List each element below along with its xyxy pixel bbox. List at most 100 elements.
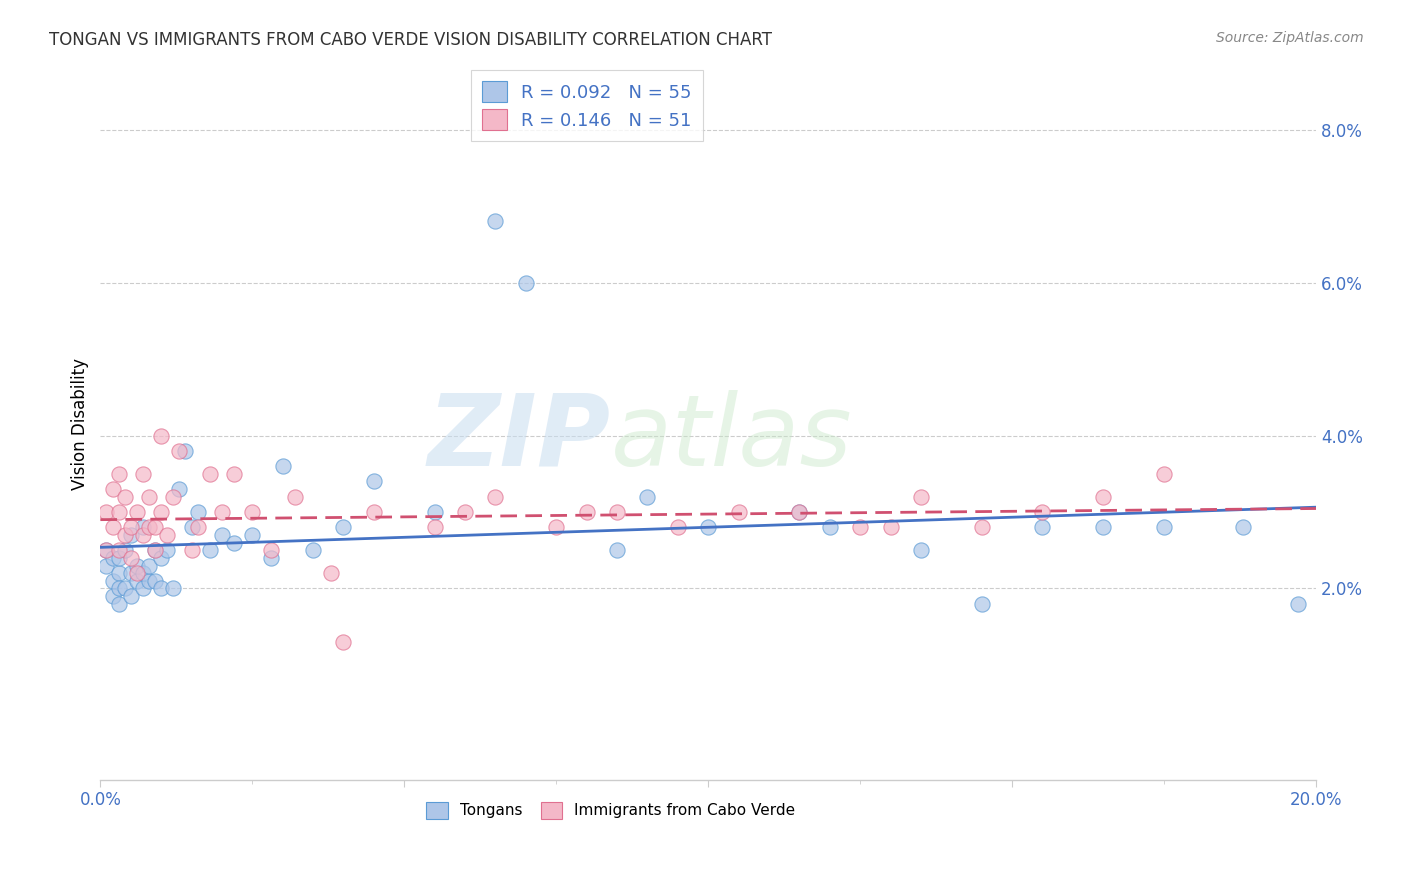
Point — [849, 520, 872, 534]
Point — [910, 490, 932, 504]
Point — [222, 535, 245, 549]
Point — [150, 582, 173, 596]
Point — [169, 443, 191, 458]
Point — [125, 566, 148, 581]
Point — [970, 520, 993, 534]
Point — [138, 490, 160, 504]
Point — [120, 520, 142, 534]
Point — [1031, 520, 1053, 534]
Point — [132, 467, 155, 481]
Point — [150, 505, 173, 519]
Point — [138, 558, 160, 573]
Point — [107, 550, 129, 565]
Point — [546, 520, 568, 534]
Point — [132, 566, 155, 581]
Point — [107, 566, 129, 581]
Legend: Tongans, Immigrants from Cabo Verde: Tongans, Immigrants from Cabo Verde — [420, 796, 801, 825]
Point — [363, 475, 385, 489]
Point — [162, 490, 184, 504]
Point — [180, 543, 202, 558]
Point — [332, 635, 354, 649]
Point — [454, 505, 477, 519]
Point — [1286, 597, 1309, 611]
Point — [1153, 520, 1175, 534]
Point — [143, 520, 166, 534]
Point — [125, 505, 148, 519]
Point — [107, 582, 129, 596]
Point — [138, 520, 160, 534]
Point — [101, 589, 124, 603]
Point — [120, 566, 142, 581]
Text: TONGAN VS IMMIGRANTS FROM CABO VERDE VISION DISABILITY CORRELATION CHART: TONGAN VS IMMIGRANTS FROM CABO VERDE VIS… — [49, 31, 772, 49]
Point — [138, 574, 160, 588]
Point — [101, 482, 124, 496]
Point — [284, 490, 307, 504]
Text: Source: ZipAtlas.com: Source: ZipAtlas.com — [1216, 31, 1364, 45]
Point — [332, 520, 354, 534]
Point — [1092, 520, 1115, 534]
Point — [187, 520, 209, 534]
Point — [96, 505, 118, 519]
Point — [666, 520, 689, 534]
Point — [636, 490, 658, 504]
Point — [727, 505, 749, 519]
Point — [423, 520, 446, 534]
Point — [107, 597, 129, 611]
Point — [910, 543, 932, 558]
Point — [114, 543, 136, 558]
Point — [1092, 490, 1115, 504]
Point — [101, 550, 124, 565]
Point — [222, 467, 245, 481]
Point — [789, 505, 811, 519]
Point — [240, 505, 263, 519]
Point — [879, 520, 901, 534]
Point — [1153, 467, 1175, 481]
Point — [96, 543, 118, 558]
Text: atlas: atlas — [612, 390, 852, 487]
Point — [120, 589, 142, 603]
Point — [818, 520, 841, 534]
Point — [120, 550, 142, 565]
Point — [114, 582, 136, 596]
Point — [697, 520, 720, 534]
Point — [363, 505, 385, 519]
Point — [162, 582, 184, 596]
Point — [271, 459, 294, 474]
Point — [198, 543, 221, 558]
Point — [198, 467, 221, 481]
Point — [101, 520, 124, 534]
Text: ZIP: ZIP — [427, 390, 612, 487]
Point — [150, 550, 173, 565]
Point — [187, 505, 209, 519]
Point — [114, 490, 136, 504]
Point — [125, 574, 148, 588]
Point — [259, 550, 281, 565]
Point — [169, 482, 191, 496]
Point — [143, 543, 166, 558]
Point — [211, 505, 233, 519]
Point — [174, 443, 197, 458]
Point — [125, 558, 148, 573]
Point — [101, 574, 124, 588]
Point — [96, 543, 118, 558]
Point — [575, 505, 598, 519]
Point — [423, 505, 446, 519]
Point — [156, 528, 179, 542]
Point — [107, 505, 129, 519]
Point — [114, 528, 136, 542]
Point — [1232, 520, 1254, 534]
Point — [789, 505, 811, 519]
Point — [132, 582, 155, 596]
Point — [143, 574, 166, 588]
Point — [107, 467, 129, 481]
Point — [120, 528, 142, 542]
Point — [132, 528, 155, 542]
Point — [484, 490, 506, 504]
Point — [96, 558, 118, 573]
Point — [180, 520, 202, 534]
Point — [107, 543, 129, 558]
Point — [156, 543, 179, 558]
Point — [240, 528, 263, 542]
Point — [970, 597, 993, 611]
Point — [259, 543, 281, 558]
